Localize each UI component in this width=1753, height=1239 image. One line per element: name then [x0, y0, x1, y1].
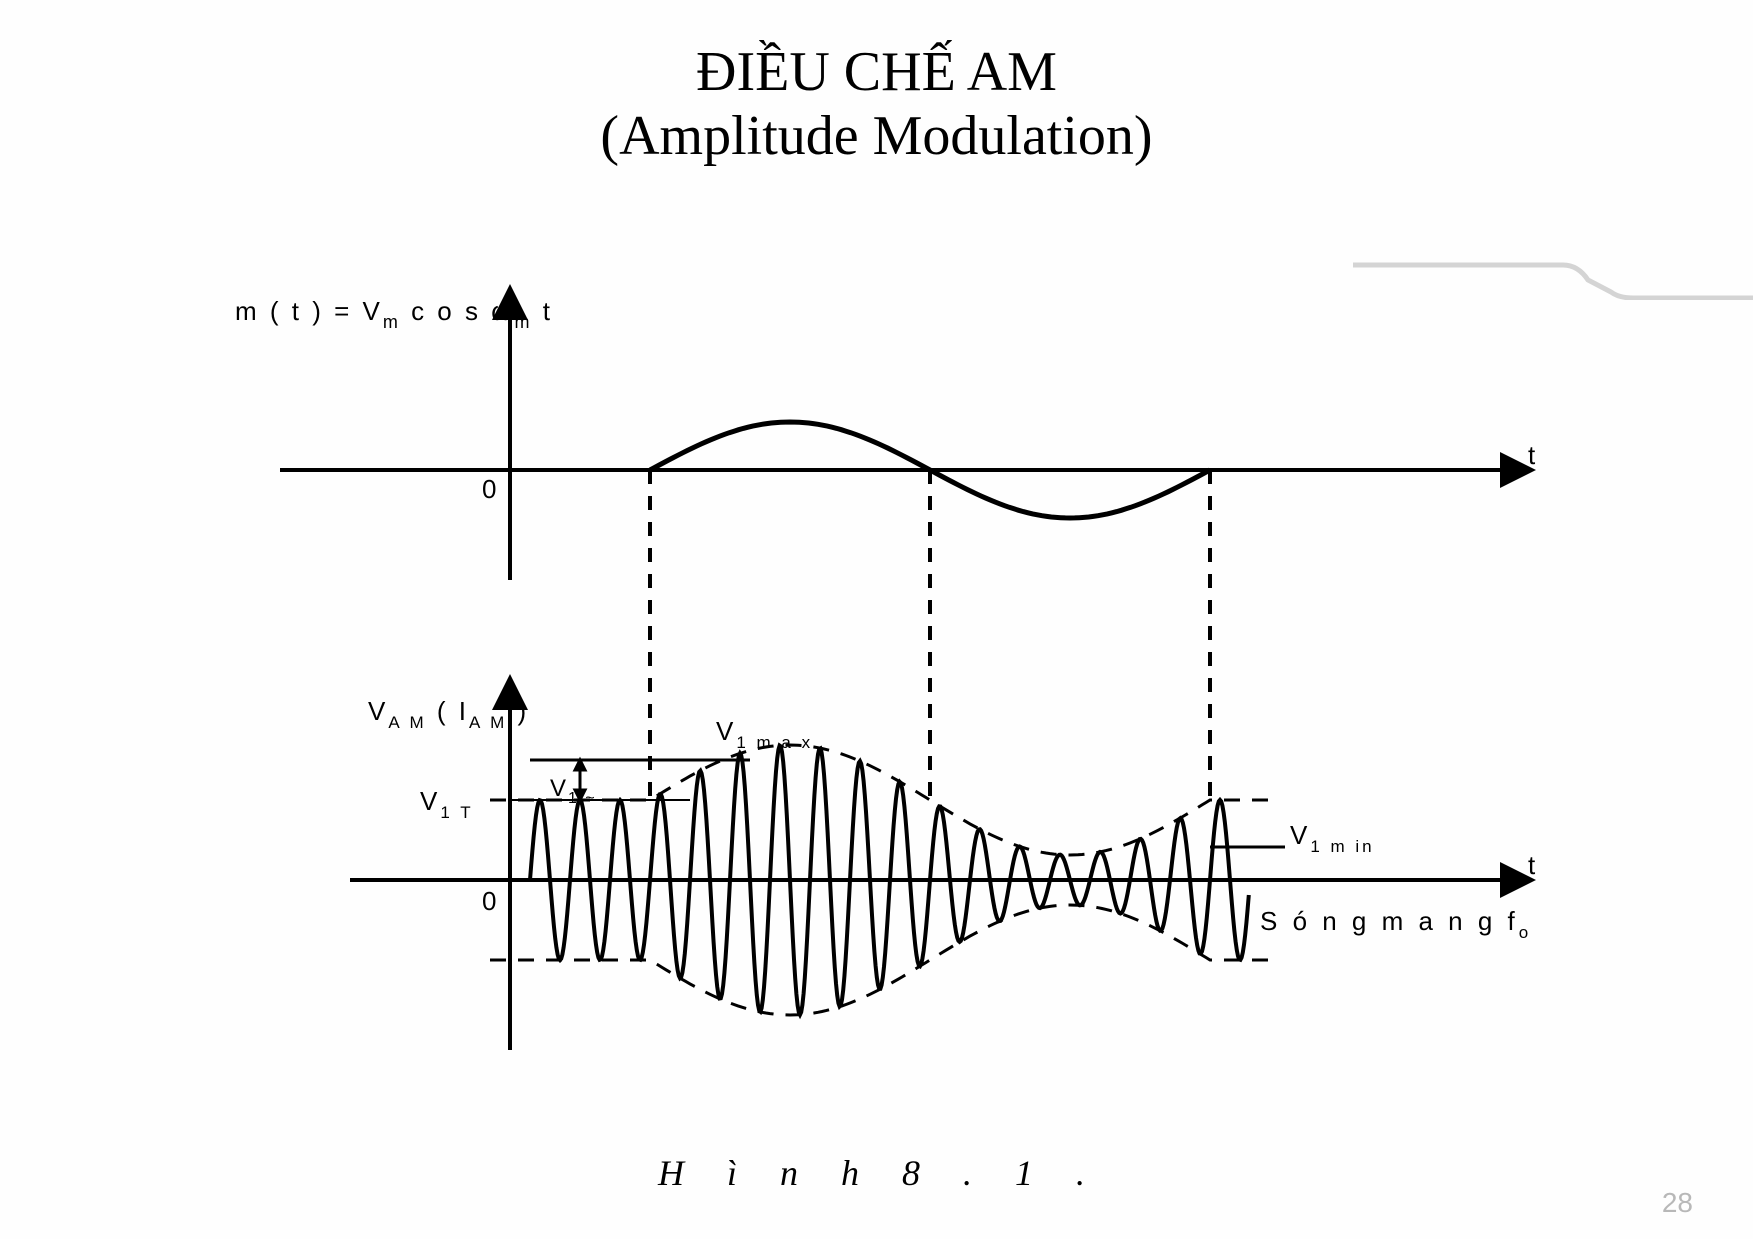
label-v1tilde: V1 ~ — [550, 775, 597, 807]
label-m-of-t: m ( t ) = Vm c o s ωm t — [235, 296, 553, 332]
label-lower-zero: 0 — [482, 886, 496, 916]
label-v1min: V1 m in — [1290, 820, 1375, 856]
label-song-mang: S ó n g m a n g fo — [1260, 906, 1532, 942]
page-number: 28 — [1662, 1187, 1693, 1219]
label-v-am: VA M ( IA M ) — [368, 696, 529, 732]
label-upper-zero: 0 — [482, 474, 496, 504]
figure-caption: H ì n h 8 . 1 . — [0, 1152, 1753, 1194]
label-upper-t: t — [1528, 440, 1536, 470]
title-line-2: (Amplitude Modulation) — [0, 104, 1753, 168]
am-diagram: m ( t ) = Vm c o s ωm t 0 t VA M ( IA M … — [130, 270, 1590, 1090]
label-lower-t: t — [1528, 850, 1536, 880]
label-v1t: V1 T — [420, 786, 474, 822]
title-line-1: ĐIỀU CHẾ AM — [0, 40, 1753, 104]
dash-connectors — [650, 470, 1210, 800]
slide-title: ĐIỀU CHẾ AM (Amplitude Modulation) — [0, 40, 1753, 169]
label-v1max: V1 m a x — [716, 716, 813, 752]
